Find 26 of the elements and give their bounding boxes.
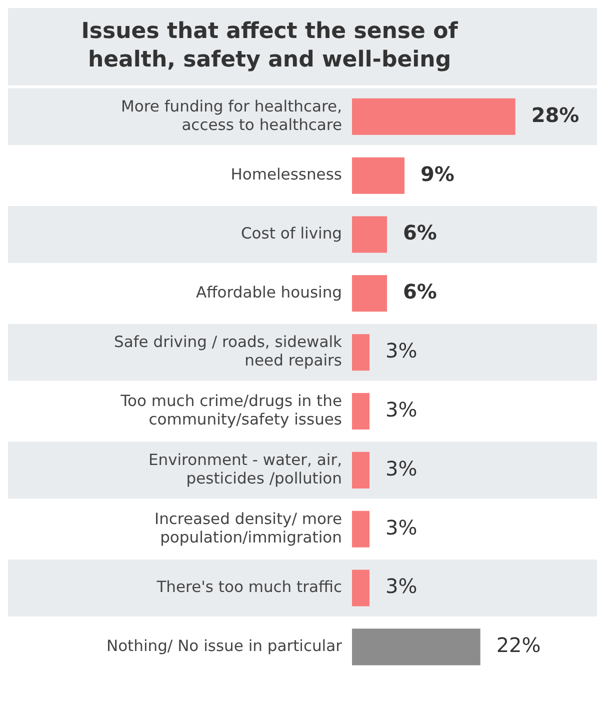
y-tick-label: There's too much traffic bbox=[156, 578, 342, 596]
data-label: 28% bbox=[531, 102, 580, 127]
data-label: 3% bbox=[386, 397, 418, 422]
y-tick-label: Too much crime/drugs in the community/safety issues bbox=[120, 392, 342, 429]
data-label: 3% bbox=[386, 574, 418, 598]
y-tick-label: Homelessness bbox=[230, 166, 342, 184]
y-tick-label: Nothing/ No issue in particular bbox=[106, 636, 343, 655]
data-label: 6% bbox=[403, 220, 437, 245]
bar bbox=[352, 510, 370, 548]
bar bbox=[352, 392, 370, 430]
data-label: 3% bbox=[386, 456, 418, 480]
data-label: 3% bbox=[386, 338, 418, 363]
y-tick-label: Affordable housing bbox=[196, 283, 342, 302]
bar bbox=[352, 275, 387, 312]
chart-title: Issues that affect the sense of health, safety and well-being bbox=[81, 19, 458, 73]
data-label: 22% bbox=[496, 633, 541, 658]
y-tick-label: Increased density/ more population/immigration bbox=[154, 510, 342, 546]
data-label: 9% bbox=[420, 162, 454, 186]
bar bbox=[352, 628, 480, 666]
y-tick-label: Cost of living bbox=[240, 224, 342, 243]
y-tick-label: Safe driving / roads, sidewalk need repairs bbox=[114, 333, 342, 370]
y-tick-label: Environment - water, air, pesticides /pollution bbox=[148, 450, 342, 488]
bar bbox=[352, 157, 404, 194]
data-label: 6% bbox=[403, 280, 437, 304]
y-tick-label: More funding for healthcare, access to healthcare bbox=[120, 97, 342, 134]
data-label: 3% bbox=[386, 515, 418, 540]
